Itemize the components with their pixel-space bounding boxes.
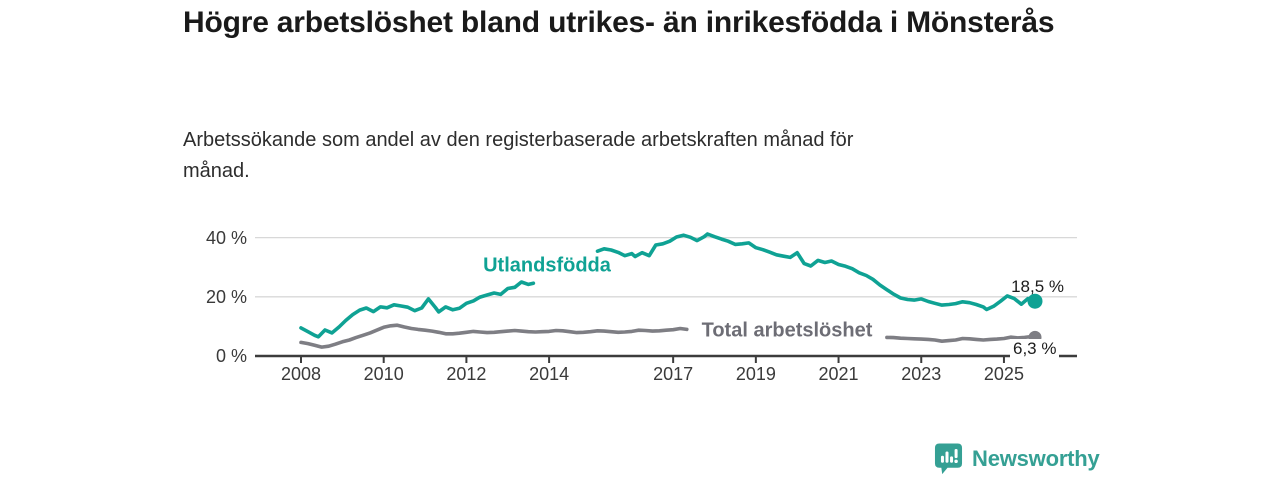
- end-value-label-total: 6,3 %: [1010, 339, 1060, 359]
- line-utlandsfodda: [299, 280, 536, 339]
- end-value-label-utlandsfodda: 18,5 %: [1011, 277, 1064, 296]
- x-tick-label: 2021: [818, 364, 859, 384]
- series-label-utlandsfodda: Utlandsfödda: [483, 254, 611, 277]
- y-tick-label: 40 %: [205, 227, 247, 248]
- x-tick-label: 2010: [363, 364, 404, 384]
- series-label-total: Total arbetslöshet: [701, 319, 873, 342]
- newsworthy-logo-text: Newsworthy: [972, 446, 1100, 471]
- end-dot-utlandsfodda: [1027, 293, 1043, 309]
- y-tick-label: 0 %: [215, 346, 247, 366]
- newsworthy-logo[interactable]: Newsworthy: [934, 443, 1100, 475]
- line-utlandsfodda: [595, 232, 1037, 312]
- chart-title: Högre arbetslöshet bland utrikes- än inr…: [183, 6, 1055, 39]
- x-tick-label: 2023: [901, 364, 942, 384]
- x-tick-label: 2012: [446, 364, 487, 384]
- x-tick-label: 2019: [735, 364, 776, 384]
- y-tick-label: 20 %: [205, 286, 247, 307]
- x-tick-label: 2017: [653, 364, 694, 384]
- line-total: [885, 334, 1037, 343]
- newsworthy-logo-icon: [934, 443, 963, 475]
- chart-subtitle: Arbetssökande som andel av den registerb…: [183, 129, 854, 182]
- line-total: [299, 323, 689, 349]
- x-tick-label: 2008: [280, 364, 322, 384]
- x-tick-label: 2025: [983, 364, 1024, 384]
- x-tick-label: 2014: [529, 364, 570, 384]
